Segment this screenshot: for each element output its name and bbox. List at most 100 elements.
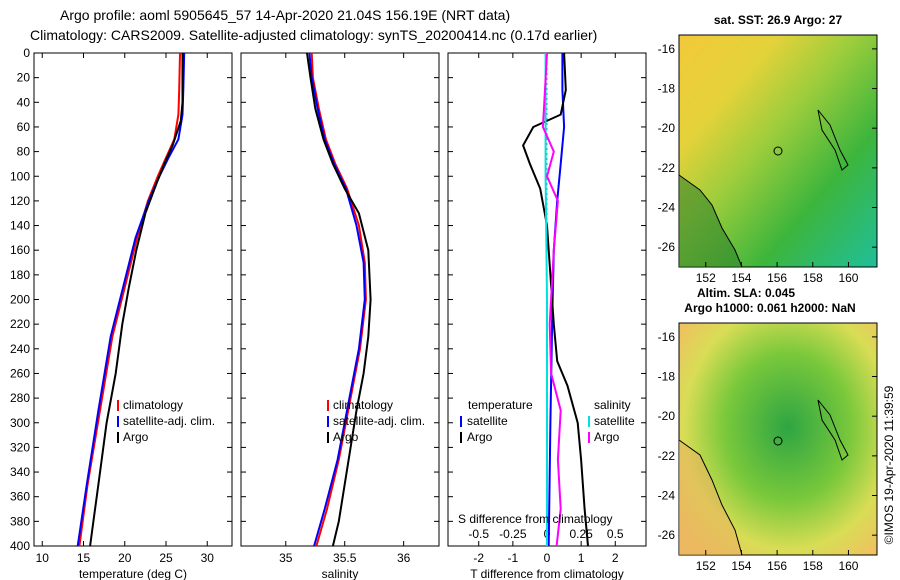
- difference-legend: temperature satellite Argo salinity sate…: [458, 398, 635, 526]
- sla-argo-marker: [773, 436, 783, 446]
- depth-tick-label: 80: [17, 145, 31, 159]
- lat-tick-label: -16: [658, 330, 676, 344]
- sla-coastline: [678, 439, 743, 556]
- legend3-t-argo: Argo: [467, 430, 493, 444]
- x-tick-label: 10: [36, 551, 50, 565]
- sla-map-title1: Altim. SLA: 0.045: [697, 286, 795, 300]
- sst-coast: [679, 175, 742, 267]
- lat-tick-label: -20: [658, 121, 676, 135]
- series-line-satellite-adj-clim-: [76, 52, 186, 547]
- depth-tick-label: 320: [10, 440, 30, 454]
- legend3-s-argo: Argo: [594, 430, 620, 444]
- legend3-salinity: salinity: [594, 398, 631, 412]
- salinity-panel-frame: [240, 52, 440, 547]
- x-tick-label: 36: [397, 551, 411, 565]
- depth-tick-label: 240: [10, 342, 30, 356]
- depth-tick-label: 120: [10, 194, 30, 208]
- salinity-xlabel: salinity: [322, 567, 359, 580]
- imos-credit: ©IMOS 19-Apr-2020 11:39:59: [882, 385, 896, 544]
- x-tick-label: 0: [544, 551, 551, 565]
- lat-tick-label: -26: [658, 240, 676, 254]
- lon-tick-label: 158: [803, 271, 823, 285]
- x-tick-label: 35.5: [333, 551, 357, 565]
- depth-tick-label: 160: [10, 243, 30, 257]
- lat-tick-label: -24: [658, 201, 676, 215]
- legend-climatology: climatology: [123, 398, 183, 412]
- sla-map-title2: Argo h1000: 0.061 h2000: NaN: [684, 301, 855, 315]
- temperature-legend: climatology satellite-adj. clim. Argo: [117, 398, 215, 444]
- depth-tick-label: 280: [10, 391, 30, 405]
- x2-tick-label: -0.5: [468, 527, 489, 541]
- depth-tick-label: 220: [10, 317, 30, 331]
- depth-tick-label: 300: [10, 416, 30, 430]
- x-tick-label: 25: [159, 551, 173, 565]
- legend3-temperature: temperature: [468, 398, 533, 412]
- lon-tick-label: 154: [731, 271, 751, 285]
- depth-tick-label: 60: [17, 120, 31, 134]
- x2-tick-label: 0.5: [607, 527, 624, 541]
- depth-tick-label: 260: [10, 366, 30, 380]
- series-line-temperature-argo: [522, 52, 589, 547]
- x2-tick-label: -0.25: [499, 527, 527, 541]
- sla-map: Altim. SLA: 0.045 Argo h1000: 0.061 h200…: [658, 286, 878, 573]
- sla-reef: [817, 399, 849, 461]
- series-line-argo: [89, 53, 184, 547]
- lon-tick-label: 156: [767, 271, 787, 285]
- lat-tick-label: -16: [658, 42, 676, 56]
- lat-tick-label: -26: [658, 528, 676, 542]
- sst-map-title: sat. SST: 26.9 Argo: 27: [714, 13, 843, 27]
- lon-tick-label: 152: [696, 559, 716, 573]
- lon-tick-label: 160: [838, 271, 858, 285]
- lon-tick-label: 152: [696, 271, 716, 285]
- series-line-salinity-argo: [541, 52, 562, 547]
- depth-tick-label: 40: [17, 95, 31, 109]
- series-line-argo: [306, 52, 372, 547]
- legend3-s-satellite: satellite: [594, 414, 635, 428]
- sst-coastline: [678, 174, 743, 268]
- depth-tick-label: 180: [10, 268, 30, 282]
- depth-tick-label: 400: [10, 539, 30, 553]
- lat-tick-label: -18: [658, 82, 676, 96]
- lat-tick-label: -22: [658, 449, 676, 463]
- legend-argo: Argo: [123, 430, 149, 444]
- series-line-satellite-adj-clim-: [308, 52, 366, 547]
- depth-tick-label: 100: [10, 169, 30, 183]
- legend3-t-satellite: satellite: [467, 414, 508, 428]
- sst-map: sat. SST: 26.9 Argo: 27 -16 -18 -20 -22 -24 -…: [658, 13, 878, 285]
- lon-tick-label: 156: [767, 559, 787, 573]
- header-line1: Argo profile: aoml 5905645_57 14-Apr-202…: [60, 7, 510, 23]
- series-line-climatology: [310, 52, 367, 547]
- lat-tick-label: -24: [658, 489, 676, 503]
- depth-tick-label: 360: [10, 490, 30, 504]
- lat-tick-label: -20: [658, 409, 676, 423]
- x-tick-label: 20: [118, 551, 132, 565]
- s-difference-label: S difference from climatology: [458, 512, 613, 526]
- depth-tick-label: 200: [10, 293, 30, 307]
- x-tick-label: 30: [201, 551, 215, 565]
- x-tick-label: 35: [279, 551, 293, 565]
- lon-tick-label: 154: [731, 559, 751, 573]
- lon-tick-label: 158: [803, 559, 823, 573]
- salinity-legend: climatology satellite-adj. clim. Argo: [327, 398, 425, 444]
- lon-tick-label: 160: [838, 559, 858, 573]
- depth-tick-label: 20: [17, 71, 31, 85]
- depth-tick-label: 0: [23, 46, 30, 60]
- x-tick-label: 2: [612, 551, 619, 565]
- temperature-panel-frame: [33, 52, 233, 547]
- sla-ticks: -16 -18 -20 -22 -24 -26 152 154 156 158 160: [658, 330, 877, 573]
- depth-tick-label: 340: [10, 465, 30, 479]
- x-tick-label: 1: [578, 551, 585, 565]
- series-line-climatology: [78, 52, 181, 547]
- header-line2: Climatology: CARS2009. Satellite-adjuste…: [30, 27, 597, 43]
- sst-argo-marker: [773, 146, 783, 156]
- lat-tick-label: -22: [658, 161, 676, 175]
- t-difference-xlabel: T difference from climatology: [470, 567, 624, 580]
- x-tick-label: -1: [508, 551, 519, 565]
- series-line-salinity-satellite: [544, 53, 548, 546]
- temperature-xlabel: temperature (deg C): [79, 567, 187, 580]
- profile-plots: 0204060801001201401601802002202402602803…: [10, 46, 646, 565]
- sla-coast: [679, 440, 742, 555]
- x-tick-label: -2: [473, 551, 484, 565]
- legend2-climatology: climatology: [333, 398, 393, 412]
